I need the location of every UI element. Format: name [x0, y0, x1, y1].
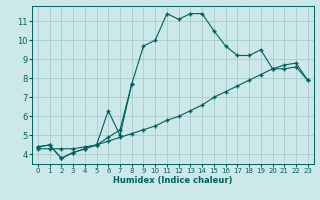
X-axis label: Humidex (Indice chaleur): Humidex (Indice chaleur)	[113, 176, 233, 185]
